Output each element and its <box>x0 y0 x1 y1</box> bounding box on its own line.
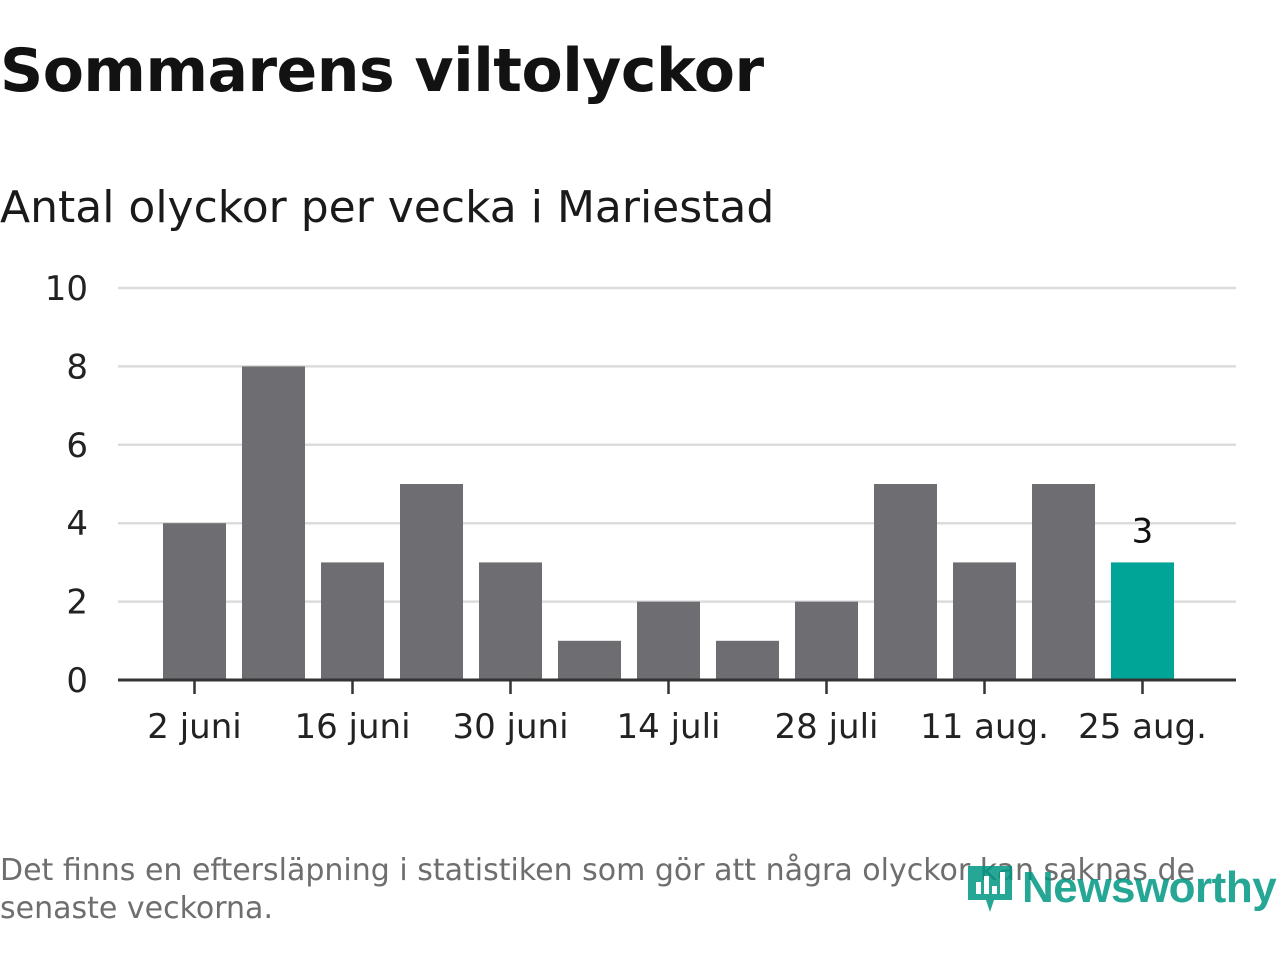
bar-chart: 0 2 4 6 8 10 2 juni 16 juni 30 juni 14 juli 28 jul… <box>45 269 1236 747</box>
logo-text: Newsworthy <box>1022 863 1277 912</box>
bars <box>163 366 1174 680</box>
y-tick-label: 6 <box>66 426 88 466</box>
y-tick-label: 8 <box>66 347 88 387</box>
bar-4-aug <box>874 484 937 680</box>
bar-25-aug <box>1111 562 1174 680</box>
x-tick-label: 30 juni <box>452 707 568 747</box>
bar-16-juni <box>321 562 384 680</box>
x-tick-label: 25 aug. <box>1078 707 1207 747</box>
y-tick-label: 2 <box>66 583 88 623</box>
bar-11-aug <box>953 562 1016 680</box>
labels: 0 2 4 6 8 10 2 juni 16 juni 30 juni 14 juli 28 jul… <box>45 269 1207 747</box>
chart-title: Sommarens viltolyckor <box>0 36 764 106</box>
x-tick-label: 11 aug. <box>920 707 1049 747</box>
x-axis <box>118 678 1236 694</box>
bar-2-juni <box>163 523 226 680</box>
chart-subtitle: Antal olyckor per vecka i Mariestad <box>0 182 775 233</box>
bar-28-juli <box>795 601 858 680</box>
x-tick-label: 14 juli <box>617 707 721 747</box>
newsworthy-logo: Newsworthy <box>964 860 1277 916</box>
bar-18-aug <box>1032 484 1095 680</box>
bar-7-juli <box>558 640 621 680</box>
x-tick-label: 28 juli <box>775 707 879 747</box>
bar-21-juli <box>716 640 779 680</box>
bar-14-juli <box>637 601 700 680</box>
x-tick-label: 16 juni <box>294 707 410 747</box>
newsworthy-logo-icon <box>968 866 1012 912</box>
y-tick-label: 0 <box>66 661 88 701</box>
y-tick-label: 4 <box>66 504 88 544</box>
bar-23-juni <box>400 484 463 680</box>
bar-30-juni <box>479 562 542 680</box>
x-tick-label: 2 juni <box>147 707 241 747</box>
bar-9-juni <box>242 366 305 680</box>
data-label: 3 <box>1132 511 1154 551</box>
y-tick-label: 10 <box>45 269 88 309</box>
